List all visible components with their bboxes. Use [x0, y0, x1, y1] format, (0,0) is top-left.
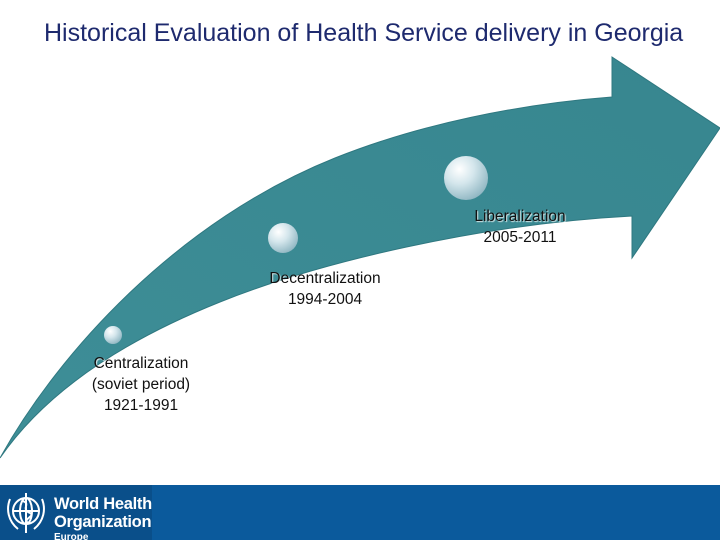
footer-bar: World Health Organization Europe — [0, 485, 720, 543]
stage-label-liberalization: Liberalization 2005-2011 — [440, 206, 600, 248]
stage-marker-decentralization — [268, 223, 298, 253]
organization-name-line: World Health — [54, 495, 152, 513]
who-logo: World Health Organization Europe — [0, 485, 152, 543]
stage-label-decentralization: Decentralization 1994-2004 — [245, 268, 405, 310]
stage-name-line: Centralization — [93, 355, 189, 372]
timeline-arrow — [0, 56, 720, 459]
slide-title: Historical Evaluation of Health Service … — [44, 19, 684, 47]
stage-period: 1921-1991 — [103, 397, 179, 414]
stage-name-line: Liberalization — [474, 208, 566, 225]
organization-name: World Health Organization — [54, 495, 152, 531]
organization-name-line: Organization — [54, 513, 152, 531]
stage-marker-liberalization — [444, 156, 488, 200]
stage-period: 2005-2011 — [483, 229, 557, 246]
stage-period: 1994-2004 — [287, 291, 363, 308]
who-emblem-icon — [7, 493, 45, 533]
region-name: Europe — [54, 532, 89, 543]
stage-marker-centralization — [104, 326, 122, 344]
stage-label-centralization: Centralization (soviet period) 1921-1991 — [66, 353, 216, 416]
stage-name-line: (soviet period) — [91, 376, 191, 393]
stage-name-line: Decentralization — [269, 270, 381, 287]
